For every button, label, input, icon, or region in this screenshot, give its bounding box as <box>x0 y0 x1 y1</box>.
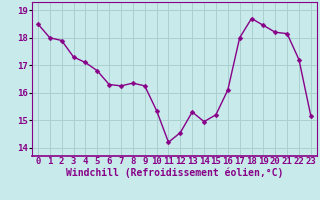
X-axis label: Windchill (Refroidissement éolien,°C): Windchill (Refroidissement éolien,°C) <box>66 167 283 178</box>
